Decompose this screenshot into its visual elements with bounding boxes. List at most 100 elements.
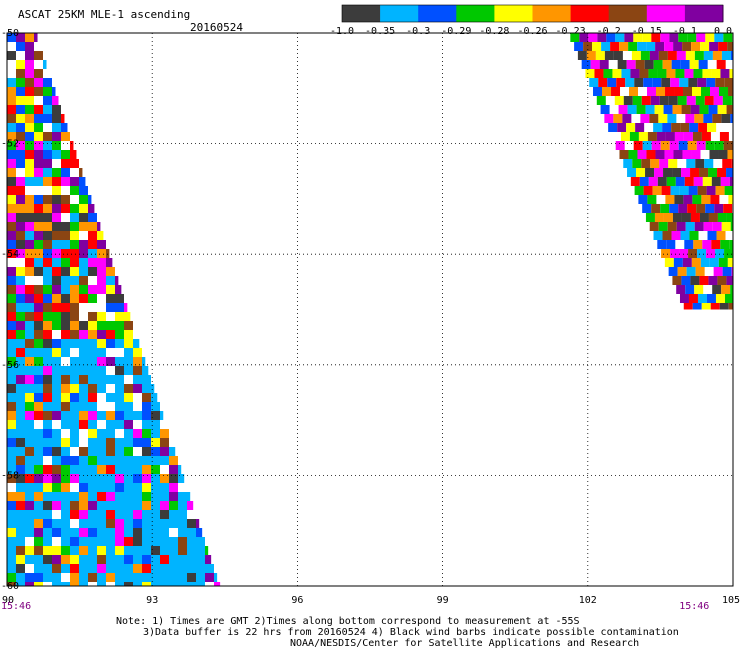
swath-cell — [34, 249, 43, 258]
swath-cell — [623, 159, 633, 168]
swath-cell — [717, 168, 727, 177]
swath-cell — [106, 321, 115, 330]
swath-cell — [142, 429, 151, 438]
swath-cell — [70, 303, 79, 312]
swath-cell — [106, 330, 115, 339]
swath-cell — [61, 465, 70, 474]
colorbar-swatch — [570, 5, 610, 22]
swath-cell — [43, 393, 52, 402]
swath-cell — [693, 69, 703, 78]
swath-cell — [25, 78, 34, 87]
swath-cell — [79, 249, 88, 258]
swath-cell — [670, 78, 680, 87]
swath-cell — [61, 249, 70, 258]
swath-cell — [97, 546, 106, 555]
swath-cell — [719, 303, 729, 310]
swath-cell — [727, 150, 733, 159]
swath-cell — [43, 204, 52, 213]
swath-cell — [124, 393, 133, 402]
swath-cell — [52, 231, 61, 240]
swath-cell — [70, 150, 77, 159]
swath-cell — [151, 564, 160, 573]
swath-cell — [686, 96, 696, 105]
swath-cell — [196, 582, 205, 586]
swath-cell — [660, 33, 670, 42]
swath-cell — [629, 132, 639, 141]
swath-cell — [43, 222, 52, 231]
swath-cell — [7, 312, 16, 321]
swath-cell — [88, 564, 97, 573]
y-tick-label: -60 — [1, 581, 19, 592]
swath-cell — [43, 474, 52, 483]
swath-cell — [115, 537, 124, 546]
swath-cell — [160, 537, 169, 546]
swath-cell — [34, 474, 43, 483]
swath-cell — [52, 276, 61, 285]
swath-cell — [34, 51, 43, 60]
swath-cell — [650, 159, 660, 168]
swath-cell — [25, 213, 34, 222]
swath-cell — [621, 69, 631, 78]
swath-cell — [61, 123, 68, 132]
swath-cell — [106, 375, 115, 384]
swath-cell — [115, 366, 124, 375]
swath-cell — [34, 339, 43, 348]
swath-cell — [649, 222, 659, 231]
swath-cell — [52, 564, 61, 573]
swath-cell — [662, 231, 672, 240]
swath-cell — [659, 159, 669, 168]
swath-cell — [79, 348, 88, 357]
swath-cell — [88, 546, 97, 555]
swath-cell — [34, 375, 43, 384]
swath-cell — [61, 294, 70, 303]
swath-cell — [106, 294, 115, 303]
swath-cell — [88, 213, 97, 222]
swath-cell — [718, 150, 728, 159]
swath-cell — [668, 159, 678, 168]
swath-cell — [686, 159, 696, 168]
swath-cell — [25, 366, 34, 375]
swath-cell — [133, 339, 140, 348]
swath-cell — [7, 492, 16, 501]
swath-cell — [151, 573, 160, 582]
swath-cell — [187, 519, 196, 528]
colorbar-tick-label: -0.3 — [406, 26, 430, 37]
swath-cell — [34, 204, 43, 213]
swath-cell — [61, 420, 70, 429]
colorbar-tick-label: -0.15 — [632, 26, 662, 37]
swath-cell — [124, 492, 133, 501]
swath-cell — [79, 204, 88, 213]
swath-cell — [43, 366, 52, 375]
swath-cell — [196, 555, 205, 564]
swath-cell — [61, 402, 70, 411]
swath-cell — [97, 537, 106, 546]
swath-cell — [642, 141, 652, 150]
swath-cell — [97, 330, 106, 339]
swath-cell — [61, 177, 70, 186]
swath-cell — [34, 447, 43, 456]
swath-cell — [88, 339, 97, 348]
swath-cell — [43, 411, 52, 420]
swath-cell — [648, 177, 658, 186]
swath-cell — [693, 240, 703, 249]
swath-cell — [34, 348, 43, 357]
swath-cell — [617, 60, 627, 69]
colorbar: -1.0 -0.35 -0.3 -0.29 -0.28 -0.26 -0.23 -0.2 -0.… — [330, 4, 732, 37]
swath-cell — [16, 303, 25, 312]
swath-cell — [52, 492, 61, 501]
swath-cell — [696, 33, 706, 42]
swath-cell — [16, 96, 25, 105]
swath-cell — [16, 519, 25, 528]
swath-cell — [717, 213, 727, 222]
swath-cell — [710, 303, 720, 310]
swath-cell — [655, 42, 665, 51]
swath-cell — [16, 465, 25, 474]
swath-cell — [7, 474, 16, 483]
swath-cell — [151, 402, 160, 411]
swath-cell — [16, 510, 25, 519]
swath-cell — [124, 312, 131, 321]
swath-cell — [34, 582, 43, 586]
swath-cell — [7, 285, 16, 294]
swath-cell — [115, 474, 124, 483]
swath-cell — [142, 564, 151, 573]
